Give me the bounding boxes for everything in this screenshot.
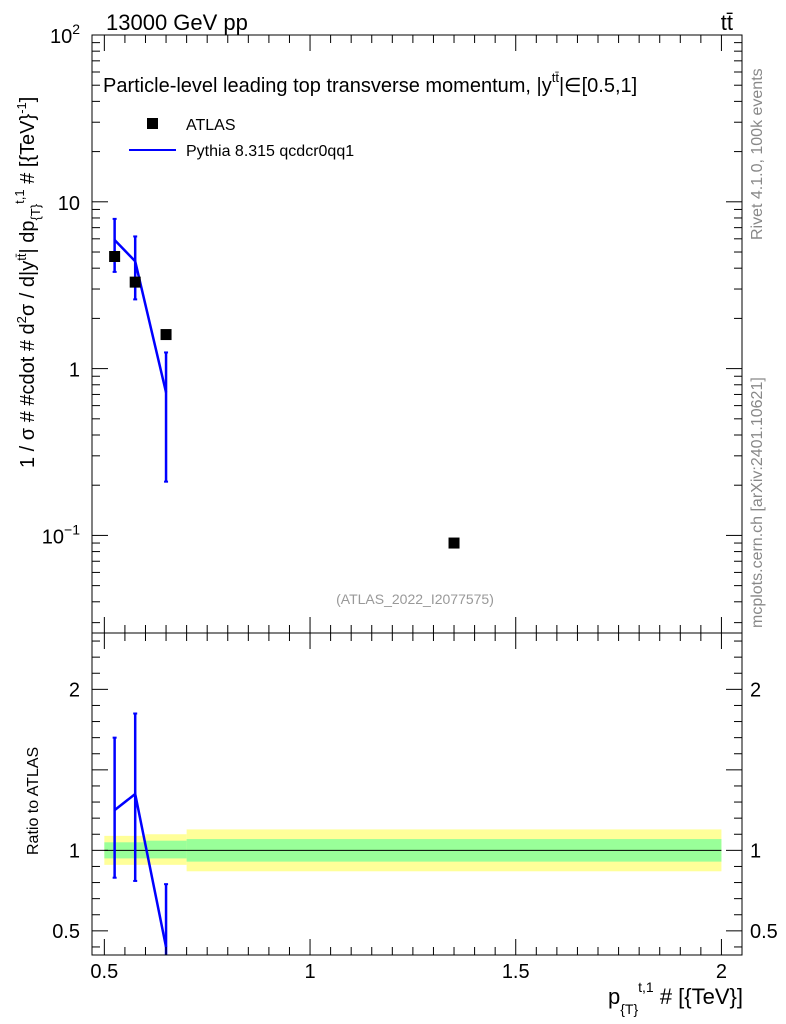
x-tick-label: 2 [716,961,727,983]
ratio-y-tick-label-right: 1 [750,840,761,862]
x-tick-labels: 0.5 1 1.5 2 [90,961,727,983]
atlas-data-point [109,251,121,263]
ratio-band-inner [145,840,187,859]
plot-title: Particle-level leading top transverse mo… [103,70,637,97]
legend-atlas-label: ATLAS [186,117,236,134]
main-y-tick-label: 10−1 [42,521,80,548]
ratio-y-axis-label: Ratio to ATLAS [25,747,42,855]
ratio-y-tick-label-left: 0.5 [52,921,80,943]
x-tick-label: 0.5 [90,961,118,983]
ratio-y-tick-label-left: 2 [69,679,80,701]
analysis-watermark: (ATLAS_2022_I2077575) [336,591,494,607]
source-citation-label: mcplots.cern.ch [arXiv:2401.10621] [749,377,766,628]
main-y-tick-labels: 102 10 1 10−1 [42,21,80,548]
rivet-version-label: Rivet 4.1.0, 100k events [749,68,766,240]
ratio-y-tick-labels: 2 2 1 1 0.5 0.5 [52,679,778,943]
atlas-data-point [160,329,172,341]
legend-atlas-marker [147,118,158,129]
main-y-tick-label: 1 [69,360,80,382]
main-data-marks [109,217,460,549]
main-y-tick-label: 102 [50,21,80,48]
main-y-axis-label: 1 / σ # #cdot # d2σ / d|ytt̄| dp{T}t,1 #… [12,97,43,468]
ratio-y-tick-label-left: 1 [69,840,80,862]
x-axis-label: p{T}t,1 # [{TeV}] [608,979,743,1017]
ratio-axis-ticks [92,633,743,955]
x-tick-label: 1 [304,961,315,983]
main-y-tick-label: 10 [58,193,80,215]
ratio-plot-frame [91,632,743,956]
legend-pythia-label: Pythia 8.315 qcdcr0qq1 [186,143,354,160]
ratio-data-marks [112,712,169,955]
main-axis-ticks [92,34,743,633]
main-panel: 102 10 1 10−1 Particle-level leading top tr… [42,21,743,634]
atlas-data-point [129,276,141,288]
header-process-label: tt̄ [721,10,733,35]
ratio-mc-line [113,791,168,948]
mc-series-line [113,239,168,393]
ratio-panel: 2 2 1 1 0.5 0.5 0.5 1 1.5 2 [52,632,778,983]
ratio-y-tick-label-right: 2 [750,679,761,701]
header-energy-label: 13000 GeV pp [106,10,248,35]
atlas-data-point [448,537,460,549]
ratio-y-tick-label-right: 0.5 [750,921,778,943]
x-tick-label: 1.5 [502,961,530,983]
